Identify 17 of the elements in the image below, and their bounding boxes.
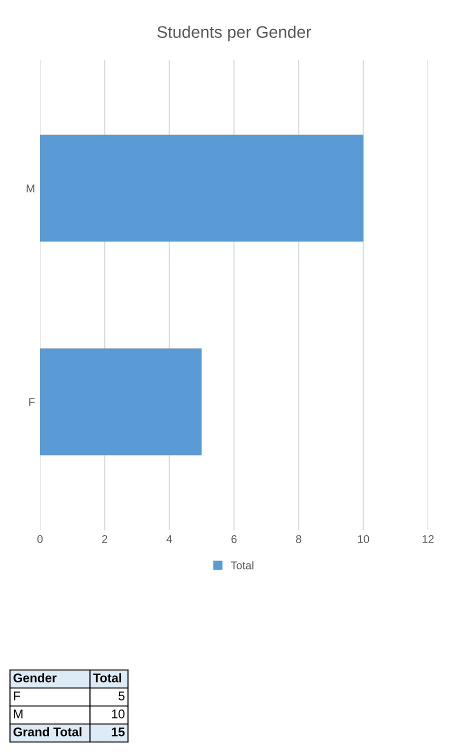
text: 5 xyxy=(118,692,124,700)
x-tick-label: 6 xyxy=(231,535,237,544)
x-tick-label: 4 xyxy=(166,535,172,543)
text: M xyxy=(14,710,22,718)
text: Grand Total xyxy=(14,727,82,736)
legend-label: Total xyxy=(230,561,254,570)
text: Gender xyxy=(14,673,57,682)
chart-title: Students per Gender xyxy=(157,26,312,42)
x-tick-label: 2 xyxy=(102,535,108,543)
x-tick-label: 12 xyxy=(422,535,434,543)
x-tick-label: 0 xyxy=(37,535,43,544)
text: 10 xyxy=(112,710,125,718)
text: F xyxy=(14,692,20,700)
text: 15 xyxy=(112,728,125,736)
text: Total xyxy=(93,673,122,682)
x-tick-label: 8 xyxy=(296,535,302,544)
x-tick-label: 10 xyxy=(358,535,370,544)
